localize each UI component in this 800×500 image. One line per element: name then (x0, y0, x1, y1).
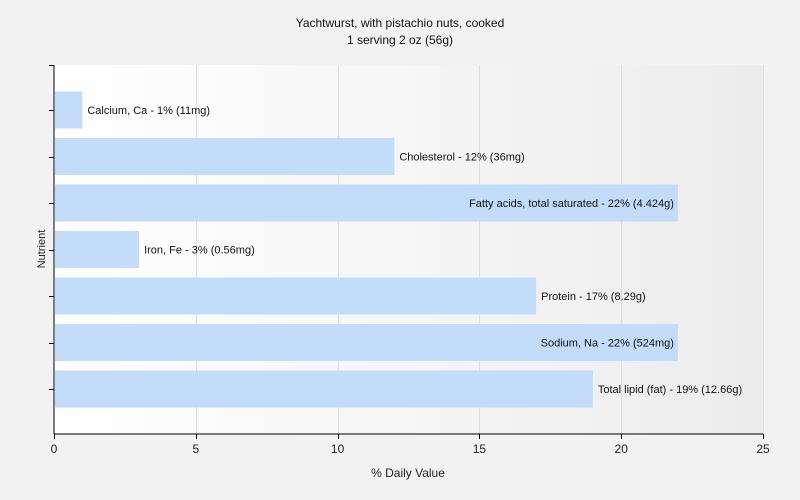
bar-label-4: Iron, Fe - 3% (0.56mg) (144, 245, 255, 257)
bar-label-7: Total lipid (fat) - 19% (12.66g) (598, 384, 742, 396)
bar-label-3: Fatty acids, total saturated - 22% (4.42… (469, 198, 674, 210)
x-tick-label-10: 10 (331, 442, 345, 456)
bars (55, 91, 678, 408)
bar-3 (55, 184, 678, 222)
bar-label-2: Cholesterol - 12% (36mg) (399, 152, 524, 164)
x-tick-label-15: 15 (473, 442, 487, 456)
bar-label-5: Protein - 17% (8.29g) (541, 291, 646, 303)
bar-4 (55, 231, 140, 268)
x-tick-label-20: 20 (615, 442, 629, 456)
y-axis-ticks (49, 65, 54, 390)
bar-label-6: Sodium, Na - 22% (524mg) (541, 338, 674, 350)
x-tick-label-25: 25 (756, 442, 770, 456)
bar-5 (55, 277, 537, 315)
bar-6 (55, 324, 678, 361)
bar-label-1: Calcium, Ca - 1% (11mg) (87, 105, 210, 117)
x-axis-label: % Daily Value (371, 466, 445, 480)
chart-subtitle: 1 serving 2 oz (56g) (347, 33, 453, 47)
x-tick-label-0: 0 (51, 442, 58, 456)
y-axis-label: Nutrient (36, 230, 48, 269)
bar-1 (55, 91, 83, 129)
x-axis-ticks: 0 5 10 15 20 25 (51, 434, 770, 456)
bar-7 (55, 370, 593, 408)
x-tick-label-5: 5 (192, 442, 199, 456)
bar-labels: Calcium, Ca - 1% (11mg) Cholesterol - 12%… (87, 105, 742, 396)
chart-title: Yachtwurst, with pistachio nuts, cooked (296, 16, 505, 30)
bar-2 (55, 138, 395, 175)
